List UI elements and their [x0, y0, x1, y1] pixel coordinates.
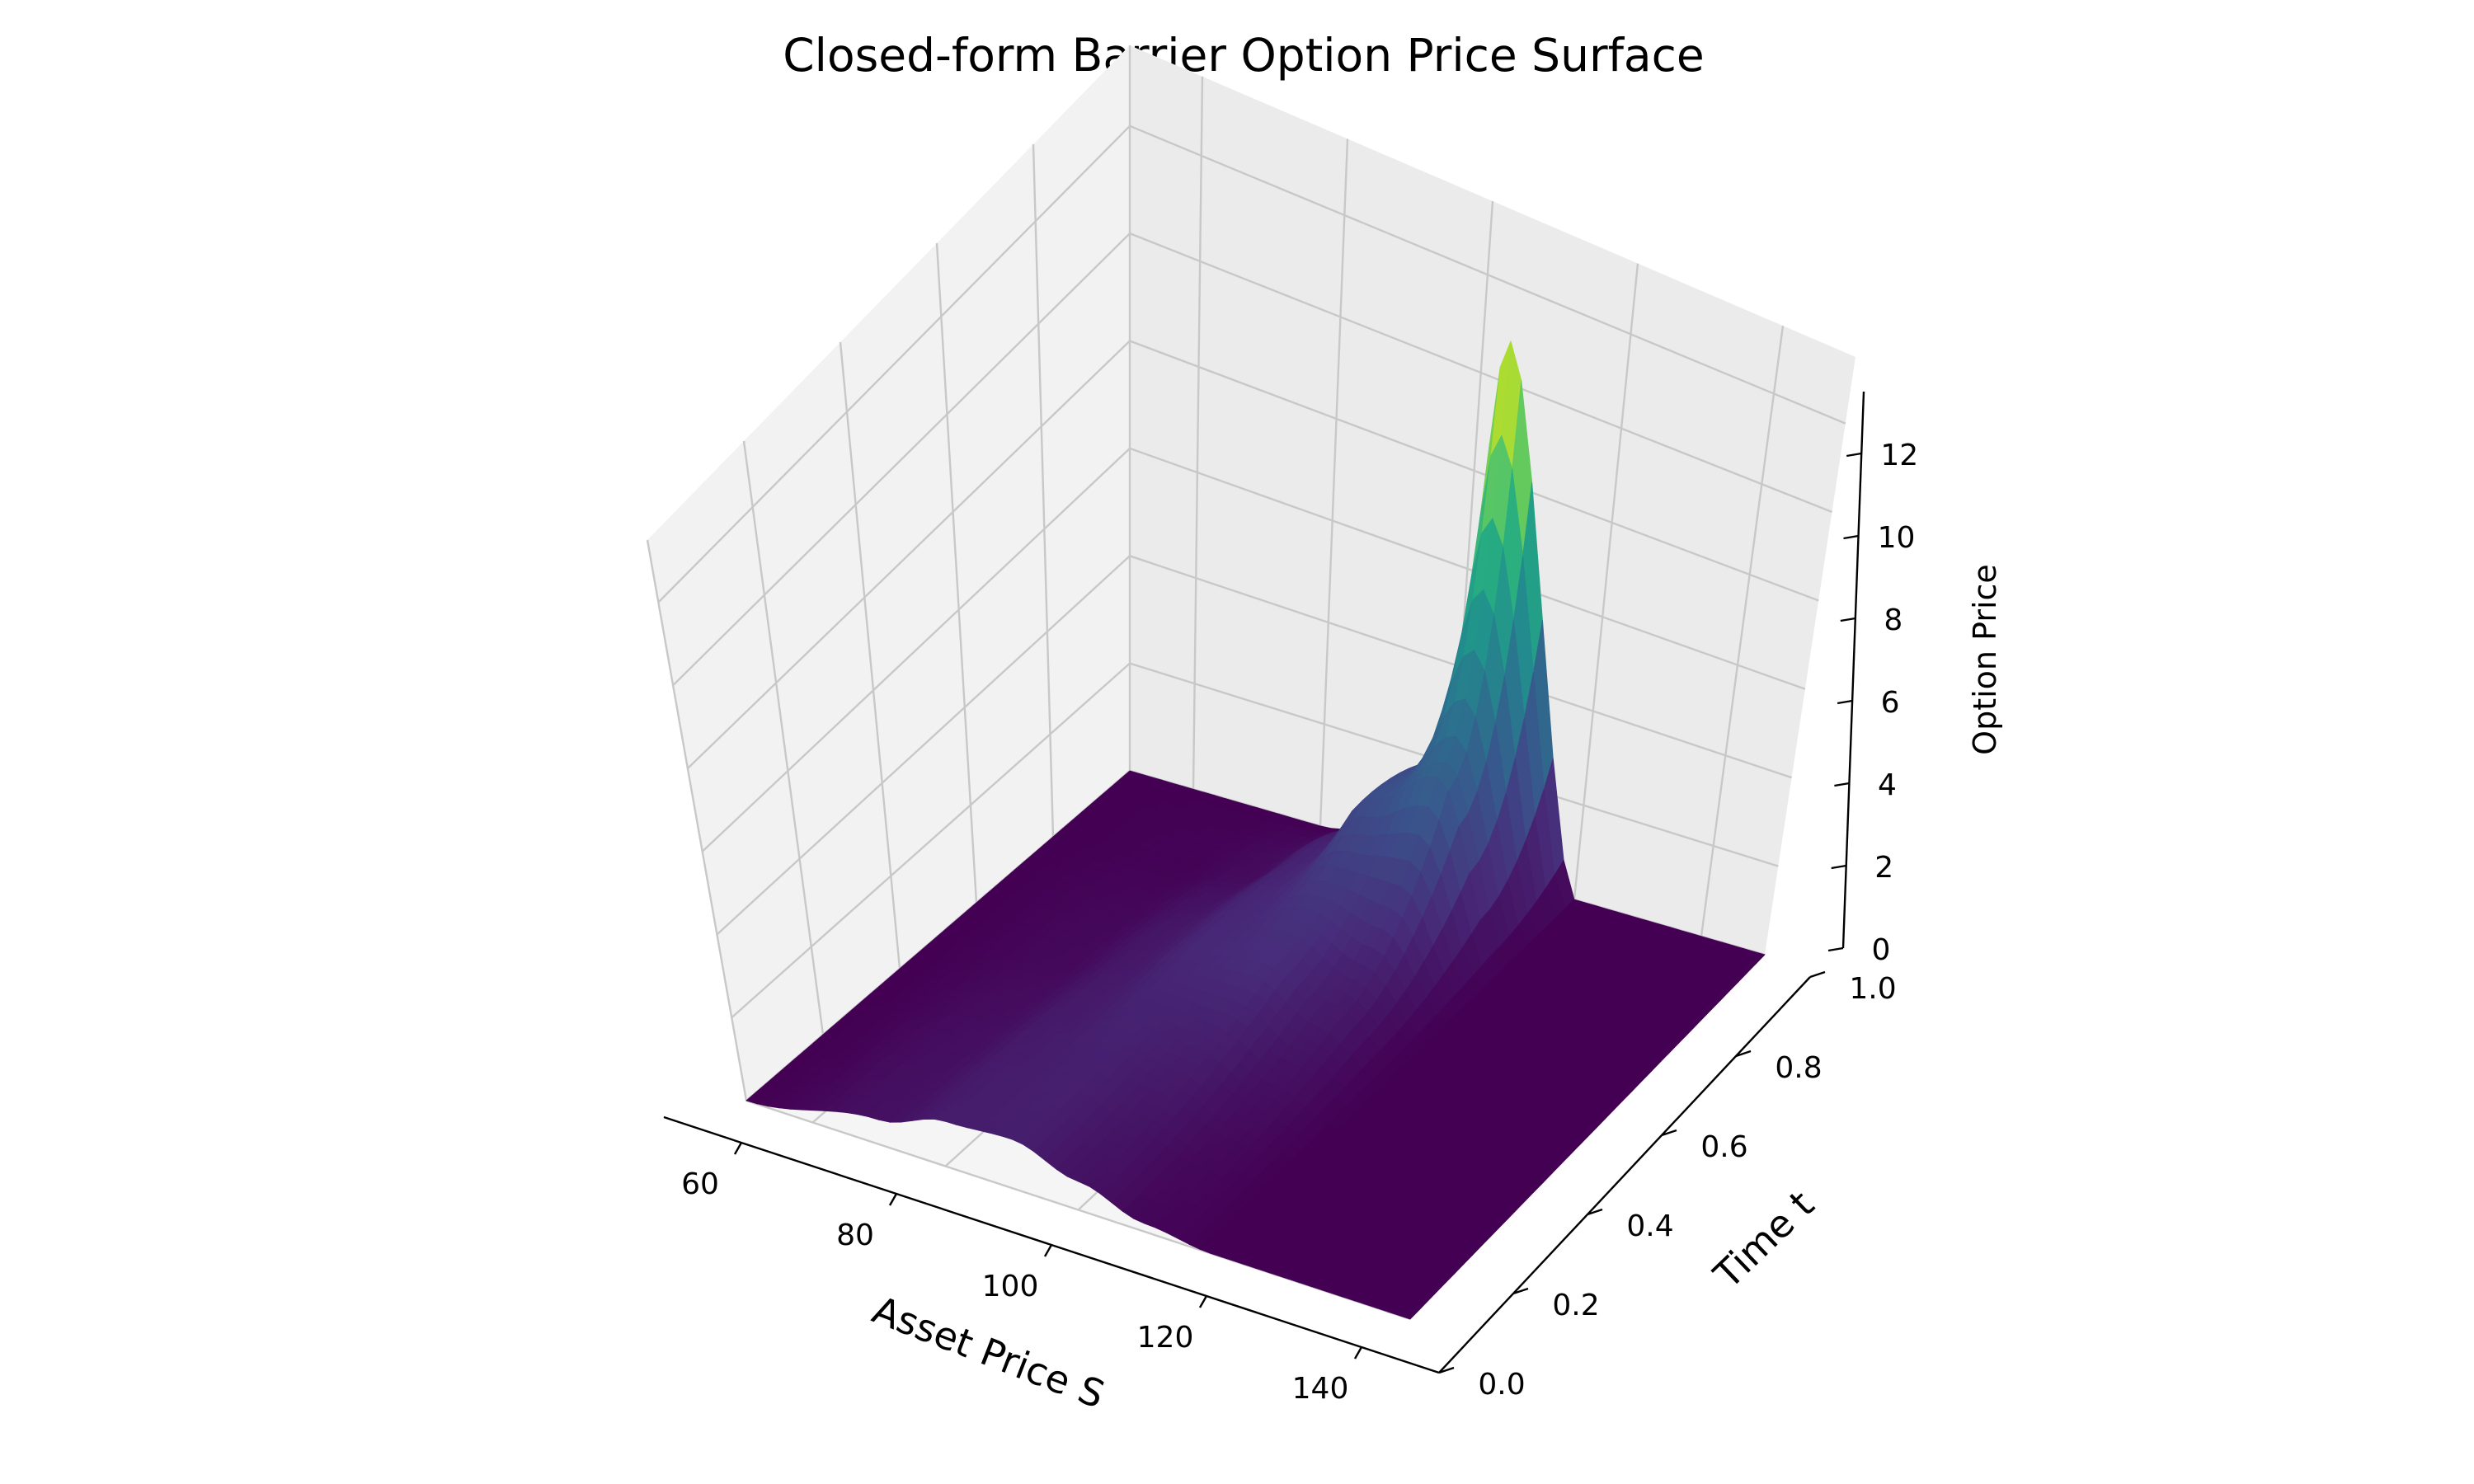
z-axis-line [1841, 391, 1865, 949]
y-tick-label: 1.0 [1849, 972, 1896, 1006]
grid-line-left-t [839, 341, 901, 970]
z-tick-label: 2 [1874, 851, 1893, 885]
x-tick-label: 140 [1292, 1372, 1349, 1406]
z-tick-mark [1827, 946, 1844, 952]
y-tick-label: 0.6 [1700, 1130, 1747, 1164]
x-tick-mark [1353, 1346, 1363, 1360]
y-tick-mark [1735, 1050, 1752, 1058]
y-tick-mark [1661, 1129, 1677, 1137]
y-tick-label: 0.8 [1775, 1051, 1822, 1085]
z-axis-label: Option Price [1967, 564, 2003, 755]
z-tick-label: 8 [1884, 603, 1903, 637]
grid-line-z [731, 662, 1779, 1019]
z-tick-mark [1840, 617, 1856, 622]
grid-line-back-x [1573, 263, 1639, 900]
y-tick-label: 0.4 [1626, 1209, 1673, 1243]
z-tick-mark [1846, 452, 1862, 458]
grid-line-back-x [1192, 76, 1204, 790]
z-tick-mark [1843, 534, 1859, 540]
grid-line-back-x [1319, 139, 1349, 826]
z-tick-label: 0 [1872, 933, 1891, 967]
z-tick-label: 12 [1880, 439, 1918, 472]
x-tick-mark [888, 1193, 898, 1206]
grid-line-left-t [1032, 143, 1055, 838]
y-axis-line [1438, 976, 1811, 1374]
y-tick-mark [1438, 1366, 1455, 1374]
surface-patch [1398, 1306, 1420, 1320]
x-axis-label: Asset Price S [867, 1287, 1111, 1417]
price-surface [745, 340, 1766, 1320]
grid-line-left-t [935, 242, 978, 904]
y-tick-mark [1512, 1287, 1529, 1295]
x-tick-mark [1043, 1244, 1053, 1257]
x-tick-mark [1198, 1295, 1208, 1308]
z-tick-label: 6 [1881, 686, 1900, 720]
z-tick-mark [1837, 699, 1853, 705]
x-tick-label: 100 [982, 1270, 1039, 1303]
x-tick-label: 60 [681, 1167, 719, 1201]
grid-line-left-t [646, 539, 748, 1101]
x-tick-label: 80 [836, 1219, 874, 1252]
grid-line-z [701, 447, 1806, 852]
grid-line-left-t [742, 440, 825, 1036]
grid-line-z [657, 124, 1846, 603]
grid-line-z [716, 554, 1792, 936]
chart-title: Closed-form Barrier Option Price Surface [783, 29, 1704, 82]
z-tick-label: 4 [1878, 768, 1897, 802]
z-tick-mark [1834, 782, 1850, 787]
y-tick-label: 0.2 [1552, 1289, 1599, 1322]
y-tick-label: 0.0 [1478, 1368, 1525, 1402]
y-tick-mark [1587, 1208, 1603, 1216]
grid-line-back-x [1700, 326, 1785, 937]
y-axis-label: Time t [1705, 1182, 1823, 1298]
x-tick-mark [733, 1142, 743, 1155]
y-tick-mark [1809, 970, 1826, 979]
grid-line-z [672, 232, 1832, 687]
grid-line-z [687, 340, 1819, 769]
x-tick-label: 120 [1137, 1321, 1194, 1355]
z-tick-mark [1831, 864, 1846, 870]
axis-ticks: 60 80 100 120 140 0.0 0.2 0.4 0.6 0.8 1.0 0 2 4 6 8 10 12 [681, 439, 1918, 1406]
z-tick-label: 10 [1878, 521, 1916, 555]
